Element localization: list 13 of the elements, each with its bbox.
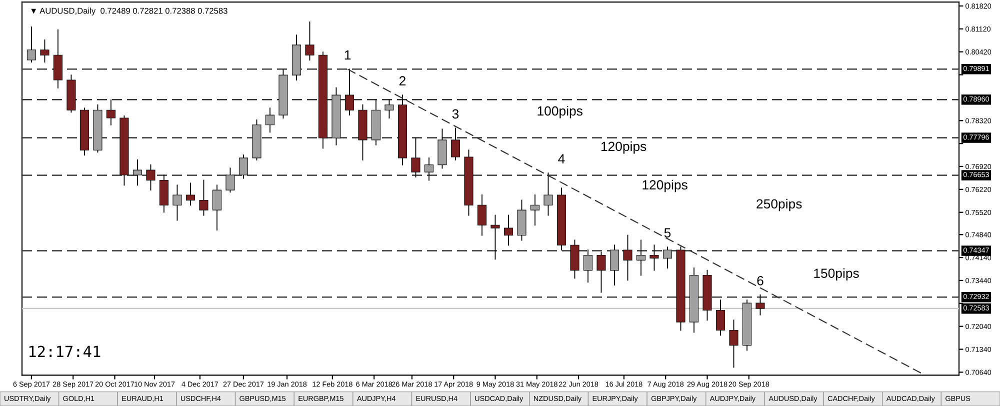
annotation: 5 xyxy=(664,228,671,238)
annotation: 120pips xyxy=(601,141,646,154)
annotation: 250pips xyxy=(756,198,802,212)
text: ▼ AUDUSD,Daily 0.72489 0.72821 0.72388 0.72583 xyxy=(31,8,228,16)
annotation: 2 xyxy=(399,76,406,86)
annotation: 4 xyxy=(558,154,565,164)
annotation: 100pips xyxy=(538,106,582,118)
annotation: 6 xyxy=(757,276,764,286)
annotation: 12:17:41 xyxy=(29,346,100,358)
annotation: 120pips xyxy=(642,180,688,192)
annotation: 150pips xyxy=(814,268,859,281)
annotation: 3 xyxy=(452,109,459,119)
annotation: 1 xyxy=(344,50,351,60)
